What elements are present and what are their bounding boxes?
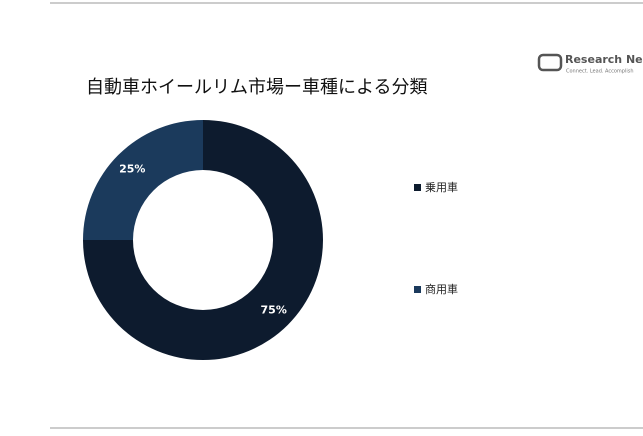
data-label: 25% [119, 162, 145, 175]
legend-label: 商用車 [425, 282, 458, 296]
logo-name: Research Nester [565, 53, 643, 66]
chart-title: 自動車ホイールリム市場ー車種による分類 [86, 77, 427, 98]
logo-icon [537, 53, 563, 72]
logo-tagline: Connect. Lead. Accomplish [566, 69, 634, 75]
data-label: 75% [261, 304, 287, 317]
donut-slice [83, 120, 323, 360]
legend-swatch [414, 184, 421, 191]
donut-slice [83, 120, 203, 240]
legend-swatch [414, 286, 421, 293]
logo: Research Nester Connect. Lead. Accomplis… [537, 53, 643, 75]
legend-label: 乗用車 [425, 180, 458, 194]
